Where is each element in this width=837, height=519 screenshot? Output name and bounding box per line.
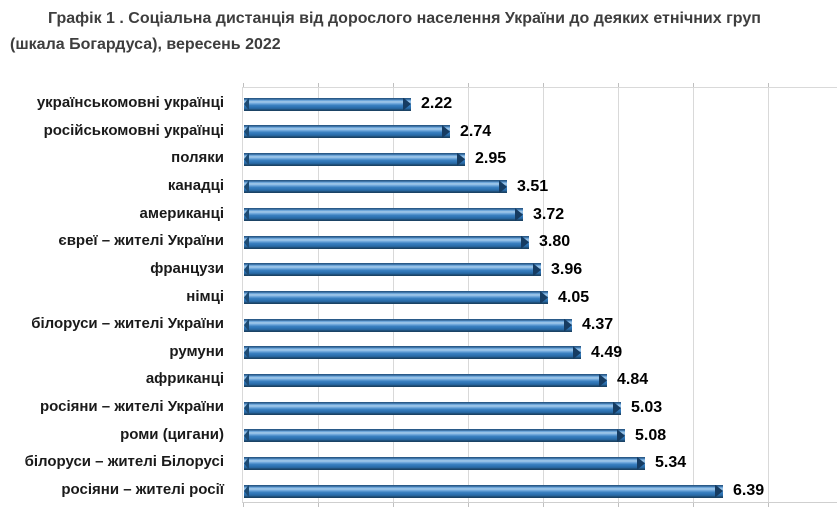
bar (244, 208, 523, 222)
bar (244, 152, 465, 166)
bar (244, 318, 572, 332)
axis-tick (543, 503, 544, 507)
bar (244, 429, 625, 443)
bar (244, 401, 621, 415)
category-label: білоруси – жителі України (31, 315, 224, 333)
data-label: 3.96 (551, 260, 583, 278)
data-label: 4.84 (617, 371, 649, 389)
axis-tick (768, 83, 769, 87)
axis-tick (468, 503, 469, 507)
axis-tick (243, 503, 244, 507)
axis-tick (618, 503, 619, 507)
data-label: 4.37 (582, 316, 614, 334)
bar (244, 346, 581, 360)
bar (244, 373, 607, 387)
category-label: африканці (145, 370, 224, 388)
category-label: росіяни – жителі росії (61, 481, 224, 498)
category-label: російськомовні українці (43, 121, 224, 139)
category-label: білоруси – жителі Білорусі (24, 453, 224, 471)
bar (244, 97, 411, 111)
bar (244, 456, 645, 470)
axis-tick (318, 503, 319, 507)
axis-tick (693, 503, 694, 507)
data-label: 5.03 (631, 399, 663, 417)
chart-title-line2: (шкала Богардуса), вересень 2022 (10, 36, 281, 53)
data-label: 3.80 (539, 233, 571, 251)
category-label: канадці (167, 176, 224, 194)
gridline (618, 88, 619, 502)
axis-tick (693, 83, 694, 87)
bar (244, 180, 507, 194)
data-label: 5.08 (635, 426, 667, 444)
category-label: румуни (169, 342, 224, 360)
data-label: 2.74 (460, 122, 492, 140)
gridline (768, 88, 769, 502)
data-label: 4.05 (558, 288, 590, 306)
data-label: 6.39 (733, 482, 765, 499)
bar (244, 125, 450, 139)
data-label: 4.49 (591, 343, 623, 361)
data-label: 3.72 (533, 205, 565, 223)
category-label: поляки (171, 149, 224, 167)
data-label: 3.51 (517, 177, 549, 195)
bar (244, 291, 548, 304)
bar (244, 263, 541, 277)
axis-tick (468, 83, 469, 87)
category-label: роми (цигани) (120, 425, 224, 443)
category-label: німці (186, 287, 224, 305)
gridline (693, 88, 694, 502)
axis-tick (768, 503, 769, 507)
data-label: 2.95 (475, 150, 507, 168)
axis-tick (243, 83, 244, 87)
category-label: росіяни – жителі України (39, 398, 224, 416)
plot-area: 2.22 2.74 2.95 3.51 3.72 3.80 3.96 4.05 4.37 4.49… (242, 83, 837, 507)
category-label: американці (139, 204, 224, 222)
category-label: українськомовні українці (36, 94, 224, 111)
axis-tick (543, 83, 544, 87)
chart-title: Графік 1 . Соціальна дистанція від дорос… (10, 6, 830, 58)
category-label: французи (150, 259, 224, 277)
chart-title-line1: Графік 1 . Соціальна дистанція від дорос… (48, 10, 761, 27)
category-label: євреї – жителі України (58, 232, 224, 250)
axis-tick (618, 83, 619, 87)
axis-tick (318, 83, 319, 87)
data-label: 5.34 (655, 454, 687, 472)
axis-tick (393, 83, 394, 87)
axis-tick (393, 503, 394, 507)
bar (244, 484, 723, 498)
data-label: 2.22 (421, 95, 453, 112)
bar (244, 235, 529, 249)
category-axis: українськомовні українці російськомовні у… (0, 87, 233, 501)
